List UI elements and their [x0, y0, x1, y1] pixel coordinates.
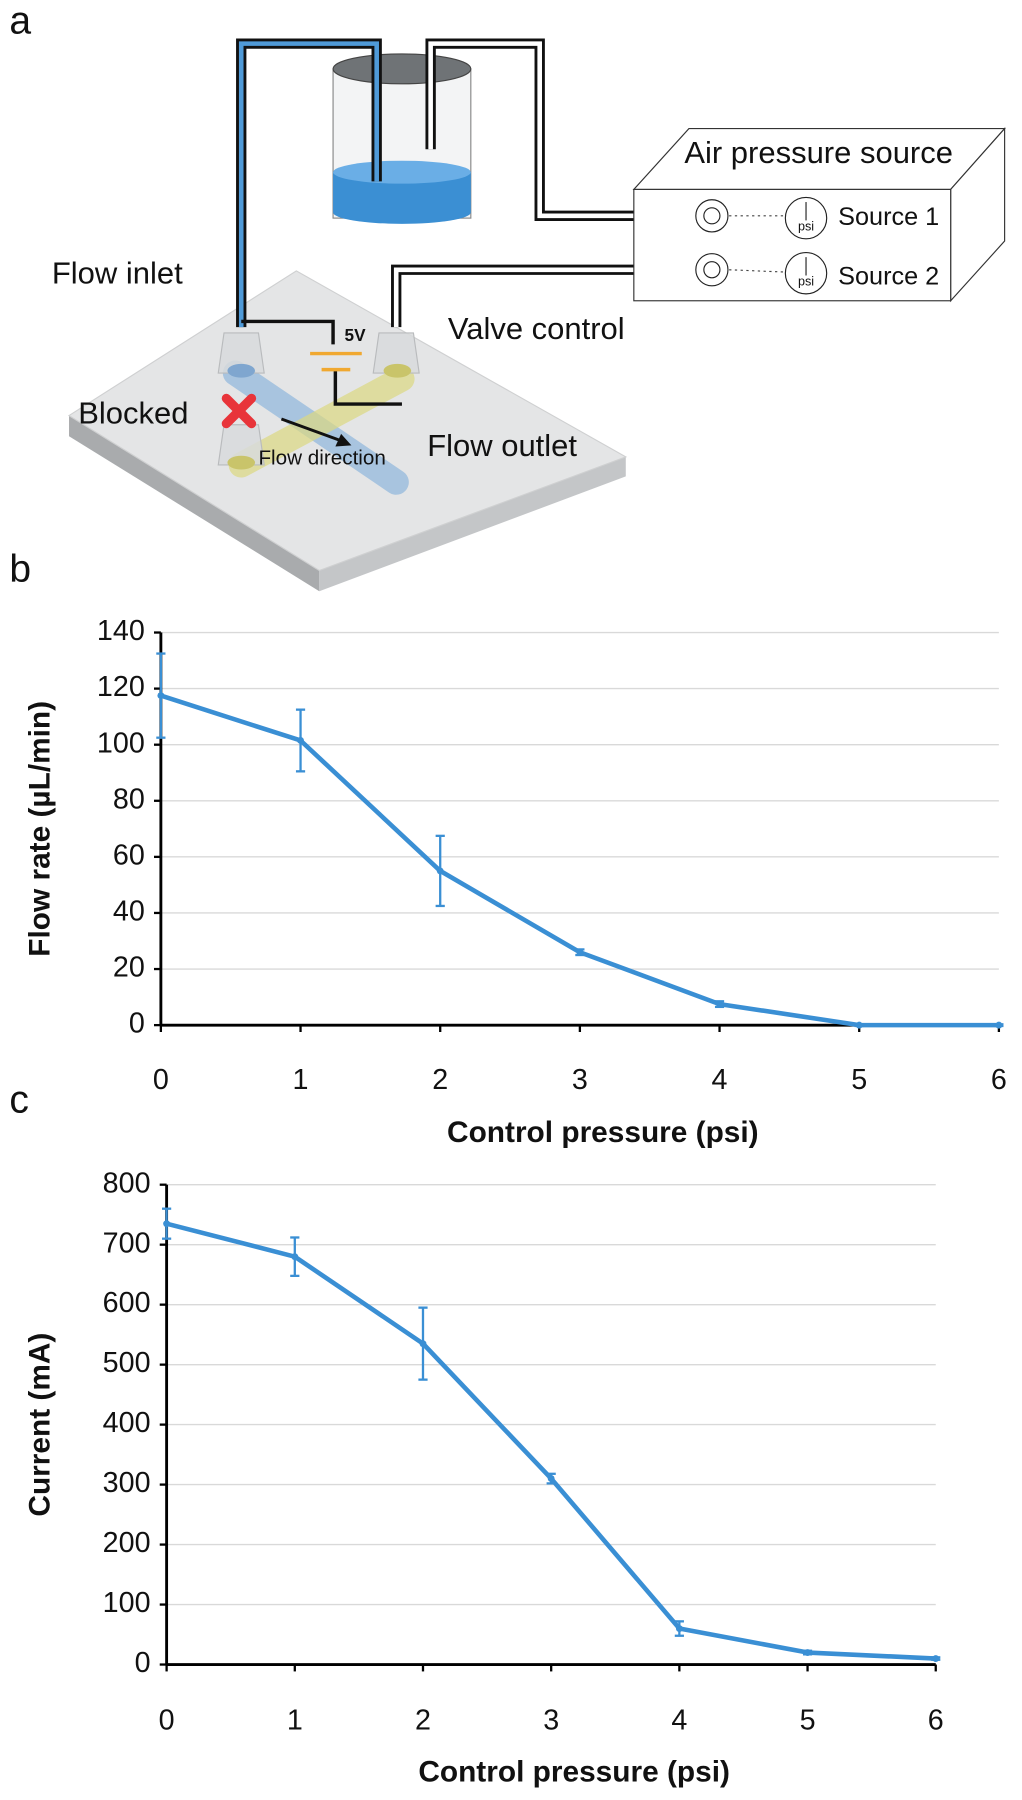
- y-axis-title: Flow rate (µL/min): [23, 701, 56, 957]
- label: Air pressure source: [684, 135, 953, 170]
- port: [227, 363, 256, 378]
- label: psi: [798, 220, 814, 234]
- y-tick-label: 20: [113, 952, 145, 984]
- x-tick-label: 3: [543, 1705, 559, 1737]
- y-tick-label: 400: [103, 1407, 151, 1439]
- label: Source 2: [838, 262, 939, 290]
- y-tick-label: 300: [103, 1467, 151, 1499]
- marker: [804, 1649, 811, 1656]
- y-tick-label: 100: [103, 1587, 151, 1619]
- liquid: [333, 172, 471, 224]
- panel-letter: a: [9, 0, 31, 42]
- tubes: [236, 38, 703, 406]
- data-line: [166, 1221, 936, 1661]
- x-tick-label: 4: [671, 1705, 687, 1737]
- marker: [995, 1021, 1003, 1029]
- y-tick-label: 120: [97, 671, 145, 703]
- x-tick-label: 4: [712, 1064, 728, 1096]
- y-tick-label: 200: [103, 1527, 151, 1559]
- y-axis-title: Current (mA): [23, 1333, 56, 1517]
- x-tick-label: 1: [293, 1064, 309, 1096]
- flow-arrow: [280, 417, 346, 444]
- marker: [157, 692, 165, 700]
- y-tick-label: 800: [103, 1167, 151, 1199]
- label: Source 1: [838, 203, 939, 231]
- y-tick-label: 700: [103, 1227, 151, 1259]
- x-tick-label: 3: [572, 1064, 588, 1096]
- label: Blocked: [78, 396, 188, 431]
- y-tick-label: 0: [129, 1008, 145, 1040]
- x-tick-label: 0: [153, 1064, 169, 1096]
- x-axis-title: Control pressure (psi): [447, 1116, 759, 1149]
- label: Valve control: [448, 311, 625, 346]
- x-tick-label: 2: [415, 1705, 431, 1737]
- marker: [297, 737, 304, 744]
- label: Flow direction: [258, 447, 385, 470]
- marker: [716, 1000, 723, 1008]
- panel-letter: c: [9, 1078, 29, 1121]
- blocked-mark: [221, 393, 257, 429]
- y-tick-label: 100: [97, 727, 145, 759]
- label: Flow outlet: [427, 428, 577, 463]
- flow-arrow: [335, 433, 352, 447]
- port: [227, 455, 256, 470]
- x-tick-label: 2: [432, 1064, 448, 1096]
- x-axis-title: Control pressure (psi): [418, 1755, 730, 1788]
- x-tick-label: 0: [159, 1705, 175, 1737]
- x-tick-label: 6: [991, 1064, 1007, 1096]
- port: [383, 363, 412, 378]
- x-tick-label: 5: [851, 1064, 867, 1096]
- y-tick-label: 80: [113, 783, 145, 815]
- panel-letter: b: [9, 548, 31, 591]
- x-tick-label: 5: [800, 1705, 816, 1737]
- chip-side: [319, 456, 626, 592]
- y-tick-label: 60: [113, 839, 145, 871]
- marker: [547, 1475, 555, 1483]
- marker: [932, 1655, 940, 1662]
- marker: [163, 1220, 171, 1228]
- y-tick-label: 0: [135, 1647, 151, 1679]
- chip-side: [69, 415, 320, 592]
- y-tick-label: 40: [113, 896, 145, 928]
- marker: [419, 1340, 427, 1348]
- marker: [291, 1253, 299, 1261]
- liquid: [333, 160, 471, 184]
- marker: [576, 948, 584, 956]
- y-tick-label: 500: [103, 1347, 151, 1379]
- label: Flow inlet: [52, 256, 183, 291]
- link: [729, 269, 786, 273]
- channel: [228, 366, 415, 478]
- marker: [436, 867, 444, 875]
- x-tick-label: 1: [287, 1705, 303, 1737]
- y-tick-label: 140: [97, 615, 145, 647]
- label: 5V: [345, 325, 367, 345]
- marker: [855, 1021, 863, 1029]
- label: psi: [798, 275, 814, 289]
- schematic: Air pressure source Source 1 Source 2 ps…: [52, 38, 1006, 592]
- marker: [675, 1625, 683, 1632]
- y-tick-label: 600: [103, 1287, 151, 1319]
- x-tick-label: 6: [928, 1705, 944, 1737]
- lid: [332, 53, 472, 85]
